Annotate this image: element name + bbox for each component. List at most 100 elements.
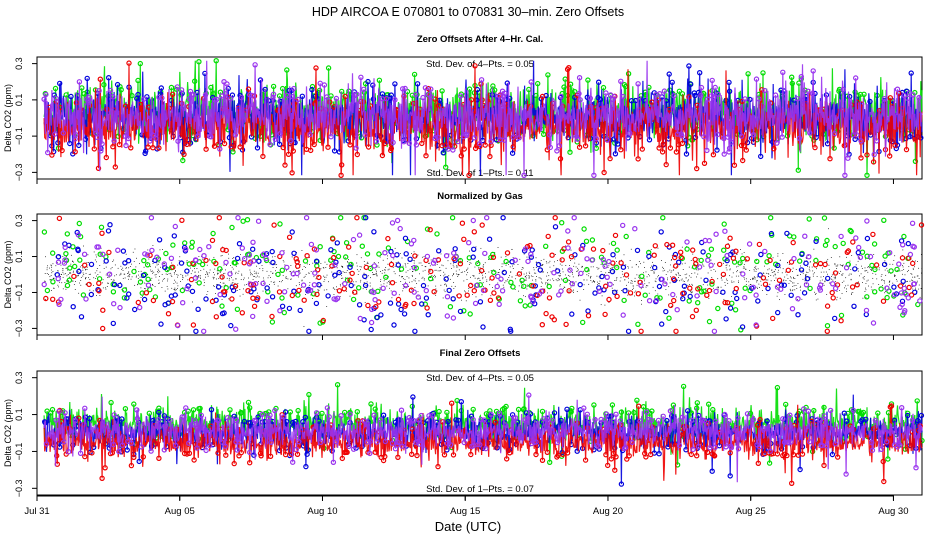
- data-point: [679, 140, 686, 147]
- data-point: [212, 298, 214, 299]
- data-point: [562, 271, 564, 273]
- data-point: [861, 265, 862, 267]
- data-point: [604, 137, 610, 143]
- data-point: [485, 276, 486, 278]
- data-point: [756, 280, 758, 282]
- data-point: [425, 418, 431, 424]
- data-point: [681, 263, 683, 265]
- data-point: [88, 291, 95, 298]
- data-point: [284, 419, 290, 425]
- data-point: [234, 255, 241, 262]
- data-point: [743, 277, 745, 279]
- data-point: [554, 261, 555, 263]
- data-point: [845, 285, 847, 287]
- data-point: [300, 282, 307, 288]
- data-point: [760, 284, 762, 286]
- data-point: [379, 271, 381, 272]
- data-point: [787, 262, 788, 263]
- data-point: [657, 295, 663, 301]
- data-point: [838, 233, 844, 240]
- data-point: [445, 419, 451, 425]
- data-point: [881, 274, 883, 276]
- data-point: [676, 266, 678, 268]
- data-point: [193, 328, 199, 334]
- data-point: [504, 250, 511, 256]
- data-point: [521, 267, 523, 268]
- data-point: [825, 271, 827, 273]
- data-point: [194, 445, 200, 451]
- data-point: [85, 283, 87, 285]
- data-point: [857, 260, 859, 262]
- data-point: [282, 259, 284, 261]
- data-point: [303, 463, 309, 470]
- data-point: [161, 261, 167, 267]
- data-point: [46, 273, 48, 274]
- data-point: [286, 305, 293, 312]
- data-point: [724, 252, 730, 259]
- data-point: [289, 271, 291, 272]
- data-point: [354, 284, 356, 286]
- data-point: [906, 284, 912, 291]
- data-point: [518, 290, 519, 292]
- data-point: [480, 270, 482, 272]
- data-point: [618, 146, 624, 153]
- data-point: [43, 295, 49, 302]
- data-point: [453, 274, 454, 275]
- data-point: [305, 287, 312, 294]
- data-point: [534, 272, 535, 274]
- data-point: [756, 96, 762, 102]
- data-point: [565, 280, 567, 282]
- data-point: [859, 249, 866, 255]
- data-point: [669, 264, 671, 266]
- data-point: [727, 473, 733, 479]
- data-point: [865, 297, 867, 299]
- data-point: [50, 269, 52, 271]
- data-point: [908, 70, 914, 76]
- data-point: [158, 279, 160, 281]
- data-point: [714, 131, 721, 138]
- data-point: [792, 286, 794, 287]
- data-point: [547, 272, 548, 274]
- data-point: [234, 306, 241, 312]
- data-point: [727, 235, 733, 241]
- data-point: [684, 287, 685, 288]
- data-point: [118, 86, 124, 93]
- data-point: [64, 286, 66, 288]
- data-point: [470, 262, 472, 264]
- data-point: [867, 253, 874, 260]
- data-point: [593, 281, 594, 283]
- data-point: [489, 279, 490, 281]
- data-point: [904, 293, 906, 295]
- data-point: [456, 266, 457, 268]
- data-point: [186, 260, 188, 261]
- data-point: [222, 90, 228, 97]
- data-point: [240, 259, 242, 261]
- data-point: [693, 307, 700, 313]
- data-point: [427, 285, 429, 287]
- data-point: [406, 418, 412, 424]
- data-point: [550, 271, 552, 273]
- data-point: [598, 276, 600, 278]
- data-point: [645, 286, 647, 288]
- data-point: [566, 288, 572, 294]
- data-point: [735, 415, 741, 421]
- data-point: [713, 231, 719, 237]
- data-point: [376, 270, 377, 272]
- data-point: [494, 283, 500, 290]
- data-point: [126, 287, 127, 289]
- data-point: [246, 92, 253, 98]
- data-point: [834, 264, 836, 266]
- data-point: [56, 215, 63, 222]
- data-point: [673, 269, 675, 271]
- data-point: [731, 276, 733, 278]
- data-point: [766, 460, 773, 466]
- data-point: [174, 273, 175, 275]
- data-point: [455, 138, 461, 145]
- data-point: [336, 286, 337, 288]
- data-point: [228, 279, 230, 281]
- data-point: [442, 297, 444, 299]
- data-point: [774, 274, 776, 276]
- data-point: [541, 282, 543, 284]
- data-point: [228, 322, 234, 329]
- data-point: [864, 235, 871, 242]
